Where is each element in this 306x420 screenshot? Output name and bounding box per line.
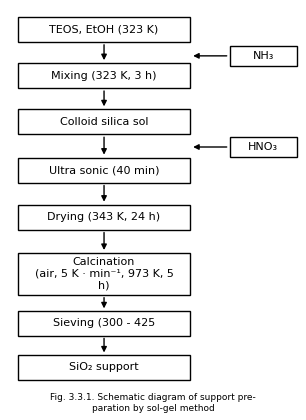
- Text: NH₃: NH₃: [252, 51, 274, 61]
- Bar: [18, 17, 190, 42]
- Bar: [18, 311, 190, 336]
- Bar: [18, 158, 190, 183]
- Bar: [18, 63, 190, 88]
- Text: Fig. 3.3.1. Schematic diagram of support pre-
paration by sol-gel method: Fig. 3.3.1. Schematic diagram of support…: [50, 394, 256, 413]
- Text: Mixing (323 K, 3 h): Mixing (323 K, 3 h): [51, 71, 157, 81]
- Text: Sieving (300 - 425: Sieving (300 - 425: [53, 318, 155, 328]
- Bar: [18, 253, 190, 295]
- Bar: [18, 109, 190, 134]
- Text: Colloid silica sol: Colloid silica sol: [60, 117, 148, 127]
- Bar: [230, 46, 297, 66]
- Text: SiO₂ support: SiO₂ support: [69, 362, 139, 373]
- Text: HNO₃: HNO₃: [248, 142, 278, 152]
- Text: Drying (343 K, 24 h): Drying (343 K, 24 h): [47, 212, 161, 222]
- Bar: [230, 137, 297, 157]
- Bar: [18, 205, 190, 230]
- Text: TEOS, EtOH (323 K): TEOS, EtOH (323 K): [49, 24, 159, 34]
- Text: Calcination
(air, 5 K · min⁻¹, 973 K, 5
h): Calcination (air, 5 K · min⁻¹, 973 K, 5 …: [35, 257, 174, 291]
- Text: Ultra sonic (40 min): Ultra sonic (40 min): [49, 165, 159, 175]
- Bar: [18, 355, 190, 380]
